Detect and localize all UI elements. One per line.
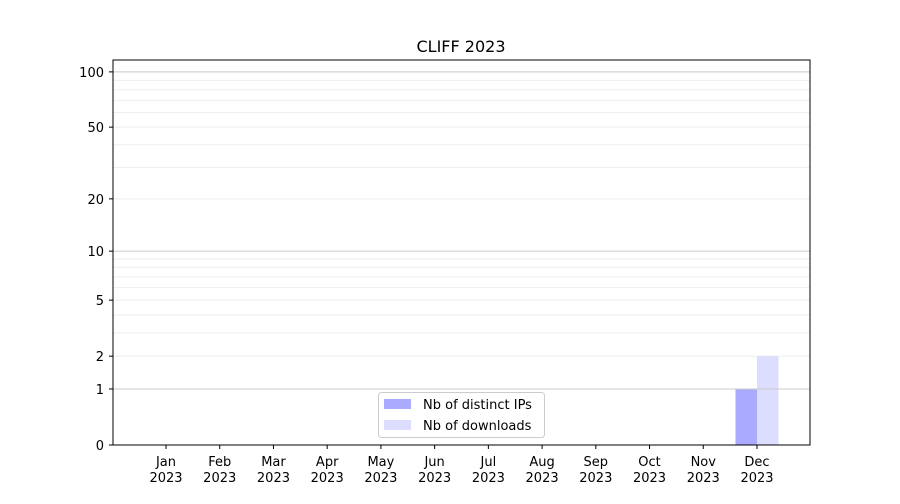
y-tick-label: 50: [87, 121, 104, 136]
y-tick-label: 0: [96, 439, 104, 454]
chart-title: CLIFF 2023: [416, 37, 505, 56]
x-tick-label: Feb 2023: [203, 455, 236, 486]
x-tick-label: May 2023: [364, 455, 397, 486]
y-tick-label: 2: [96, 350, 104, 365]
plot-frame: [112, 59, 811, 446]
x-tick-label: Apr 2023: [311, 455, 344, 486]
x-tick-label: Nov 2023: [687, 455, 720, 486]
x-tick-label: Jul 2023: [472, 455, 505, 486]
legend-box: [378, 392, 545, 438]
bars: [735, 356, 779, 445]
legend-label: Nb of downloads: [423, 419, 532, 434]
y-tick-label: 5: [96, 294, 104, 309]
x-axis: Jan 2023 Feb 2023 Mar 2023 Apr 2023 May 2023 Jun 20…: [149, 445, 774, 486]
x-tick-label: Jan 2023: [149, 455, 182, 486]
legend: Nb of distinct IPs Nb of downloads: [378, 392, 545, 438]
y-tick-label: 100: [79, 66, 104, 81]
legend-label: Nb of distinct IPs: [423, 398, 532, 413]
x-tick-label: Oct 2023: [633, 455, 666, 486]
x-tick-label: Dec 2023: [740, 455, 773, 486]
legend-swatch: [384, 399, 411, 409]
x-tick-label: Jun 2023: [418, 455, 451, 486]
bar-distinct-ips: [735, 388, 757, 445]
bar-downloads: [757, 356, 779, 445]
y-tick-label: 1: [96, 383, 104, 398]
y-axis: 0 1 2 5 10 20 50 100: [79, 66, 113, 454]
legend-swatch: [384, 420, 411, 430]
x-tick-label: Mar 2023: [257, 455, 290, 486]
x-tick-label: Aug 2023: [526, 455, 559, 486]
x-tick-label: Sep 2023: [579, 455, 612, 486]
y-tick-label: 20: [87, 193, 104, 208]
gridlines: [113, 71, 810, 357]
major-gridlines: [113, 71, 810, 390]
y-tick-label: 10: [87, 245, 104, 260]
